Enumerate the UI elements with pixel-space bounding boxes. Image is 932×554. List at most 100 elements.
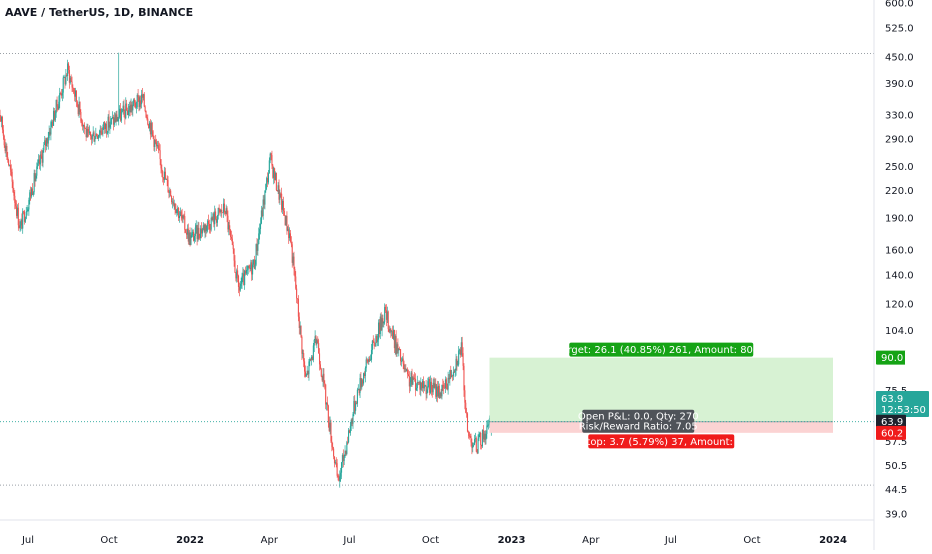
candle-body bbox=[167, 179, 168, 180]
candle-body bbox=[35, 176, 36, 181]
candle-body bbox=[412, 378, 413, 385]
candle-body bbox=[255, 265, 256, 269]
candle-body bbox=[341, 462, 342, 472]
candle-body bbox=[286, 216, 287, 231]
candle-body bbox=[43, 145, 44, 150]
candle-body bbox=[136, 107, 137, 108]
candle-body bbox=[467, 413, 468, 431]
candle-body bbox=[79, 102, 80, 112]
candle-body bbox=[28, 200, 29, 210]
candle-body bbox=[22, 211, 23, 228]
candle-body bbox=[448, 378, 449, 390]
candle-body bbox=[55, 113, 56, 120]
candle-body bbox=[314, 340, 315, 346]
candle-body bbox=[145, 111, 146, 117]
candle-body bbox=[441, 385, 442, 396]
candle-body bbox=[478, 434, 479, 438]
candle-body bbox=[249, 266, 250, 268]
candle-body bbox=[325, 384, 326, 404]
candle-body bbox=[485, 434, 486, 440]
candle-body bbox=[121, 112, 122, 121]
candle-body bbox=[171, 196, 172, 202]
candle-body bbox=[27, 211, 28, 212]
candle-body bbox=[229, 225, 230, 230]
candle-body bbox=[337, 463, 338, 476]
candle-body bbox=[265, 184, 266, 190]
candle-body bbox=[241, 284, 242, 286]
candle-body bbox=[161, 168, 162, 171]
candle-body bbox=[230, 230, 231, 237]
price-tick-label: 120.0 bbox=[885, 299, 914, 310]
candle-body bbox=[152, 123, 153, 132]
candle-body bbox=[146, 117, 147, 118]
candle-body bbox=[57, 100, 58, 107]
price-tick-label: 39.0 bbox=[885, 510, 907, 521]
candle-body bbox=[470, 436, 471, 442]
candle-body bbox=[401, 361, 402, 362]
candle-body bbox=[12, 172, 13, 182]
target-price-badge-text: 90.0 bbox=[881, 353, 903, 364]
candle-body bbox=[42, 150, 43, 163]
candle-body bbox=[264, 191, 265, 205]
candle-body bbox=[110, 118, 111, 124]
candle-body bbox=[328, 405, 329, 422]
candle-body bbox=[84, 125, 85, 128]
candles-layer bbox=[0, 53, 493, 488]
candle-body bbox=[41, 154, 42, 156]
candle-body bbox=[118, 117, 119, 119]
candle-body bbox=[98, 135, 99, 139]
candle-body bbox=[410, 382, 411, 386]
candle-body bbox=[257, 244, 258, 251]
candle-body bbox=[219, 208, 220, 209]
candle-body bbox=[476, 438, 477, 452]
candle-body bbox=[198, 228, 199, 236]
candle-body bbox=[134, 99, 135, 102]
candle-body bbox=[365, 368, 366, 376]
candle-body bbox=[209, 224, 210, 229]
candle-body bbox=[50, 122, 51, 134]
time-tick-label: Jul bbox=[342, 535, 355, 546]
candle-body bbox=[102, 127, 103, 134]
candle-body bbox=[276, 173, 277, 190]
candle-body bbox=[306, 375, 307, 377]
candle-body bbox=[36, 166, 37, 175]
candle-body bbox=[26, 212, 27, 219]
candle-body bbox=[123, 106, 124, 111]
price-tick-label: 50.5 bbox=[885, 461, 907, 472]
price-tick-label: 390.0 bbox=[885, 79, 914, 90]
candle-body bbox=[355, 403, 356, 411]
candle-body bbox=[111, 118, 112, 119]
candle-body bbox=[179, 216, 180, 218]
candle-body bbox=[301, 337, 302, 354]
candle-body bbox=[132, 105, 133, 110]
candle-body bbox=[90, 132, 91, 136]
candle-body bbox=[138, 95, 139, 97]
candle-body bbox=[258, 233, 259, 244]
time-tick-label: 2023 bbox=[498, 535, 526, 546]
candle-body bbox=[291, 242, 292, 245]
price-tick-label: 525.0 bbox=[885, 23, 914, 34]
candle-body bbox=[377, 340, 378, 342]
candle-body bbox=[162, 171, 163, 177]
price-tick-label: 290.0 bbox=[885, 134, 914, 145]
candle-body bbox=[370, 360, 371, 361]
time-tick-label: Apr bbox=[261, 535, 279, 546]
candle-body bbox=[313, 345, 314, 360]
candle-body bbox=[352, 414, 353, 423]
candle-body bbox=[323, 374, 324, 383]
candle-body bbox=[462, 342, 463, 353]
candle-body bbox=[195, 228, 196, 236]
candle-body bbox=[8, 160, 9, 165]
price-tick-label: 190.0 bbox=[885, 213, 914, 224]
candle-body bbox=[109, 125, 110, 128]
candle-body bbox=[87, 129, 88, 131]
target-label: Target: 26.1 (40.85%) 261, Amount: 8046 bbox=[556, 345, 766, 356]
candle-body bbox=[3, 130, 4, 136]
candle-body bbox=[147, 119, 148, 125]
candle-body bbox=[408, 374, 409, 376]
price-axis[interactable]: 39.044.550.557.575.590.0104.0120.0140.01… bbox=[874, 0, 929, 550]
candle-body bbox=[96, 134, 97, 136]
